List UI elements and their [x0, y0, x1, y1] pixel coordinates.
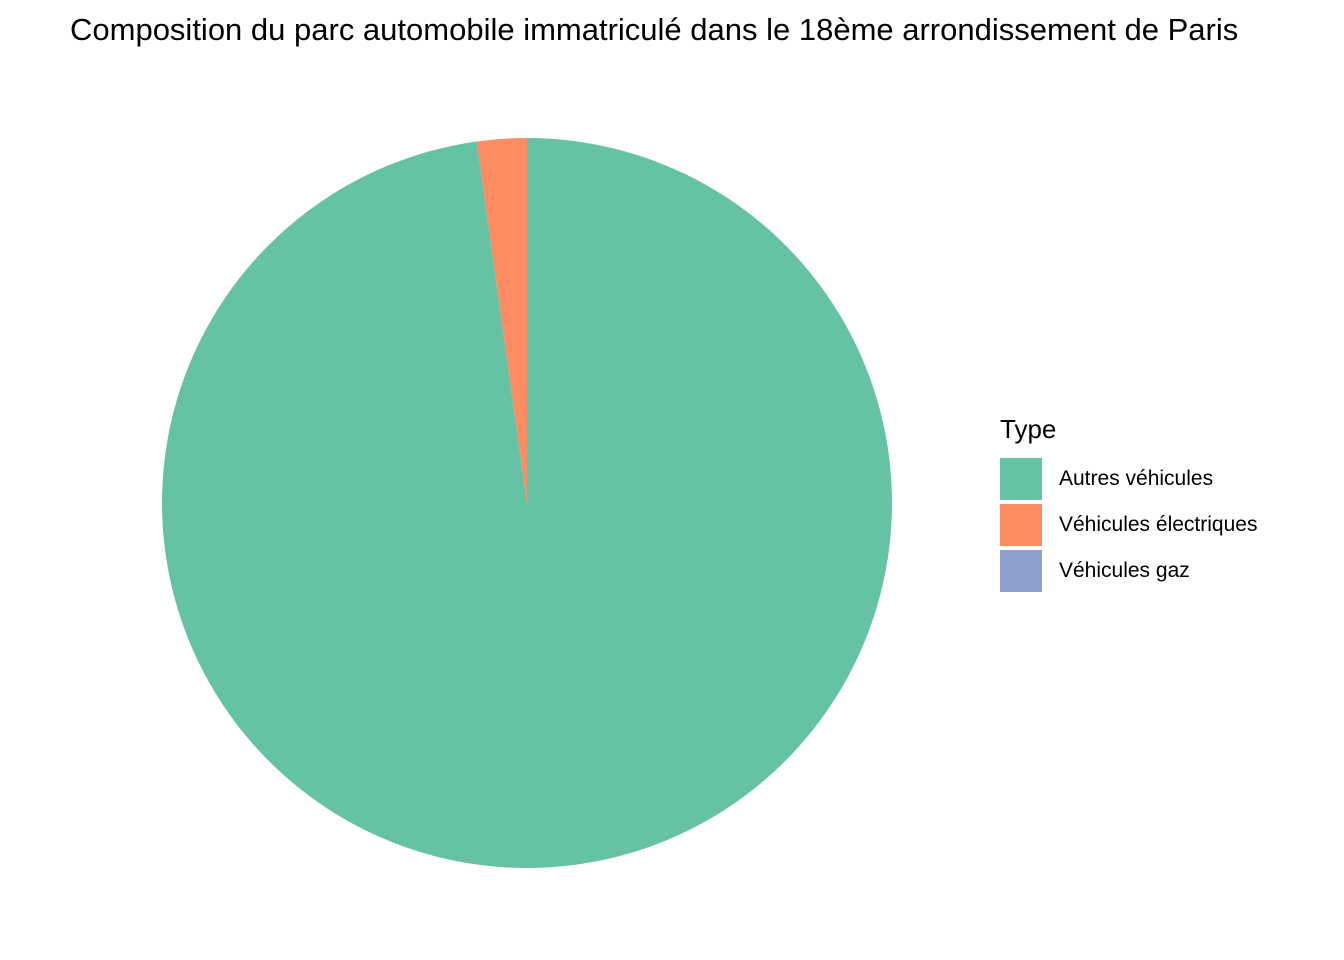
legend-item: Véhicules électriques	[1000, 502, 1257, 548]
legend-item: Autres véhicules	[1000, 456, 1257, 502]
legend-key	[1000, 504, 1042, 546]
legend-label: Autres véhicules	[1059, 467, 1214, 490]
pie-slice-autres-v-hicules	[161, 138, 892, 869]
legend-label: Véhicules gaz	[1059, 559, 1190, 582]
pie-slice-v-hicules-lectriques	[476, 138, 527, 503]
legend-title: Type	[1000, 414, 1057, 444]
legend: Type Autres véhicules Véhicules électriqu…	[1000, 412, 1257, 594]
pie-chart	[161, 138, 892, 869]
legend-key	[1000, 458, 1042, 500]
legend-label: Véhicules électriques	[1059, 513, 1258, 536]
legend-items: Autres véhicules Véhicules électriques Véh…	[1000, 456, 1257, 594]
legend-key	[1000, 550, 1042, 592]
legend-item: Véhicules gaz	[1000, 548, 1257, 594]
chart-title: Composition du parc automobile immatricu…	[70, 12, 1239, 47]
pie-slices	[161, 138, 892, 869]
